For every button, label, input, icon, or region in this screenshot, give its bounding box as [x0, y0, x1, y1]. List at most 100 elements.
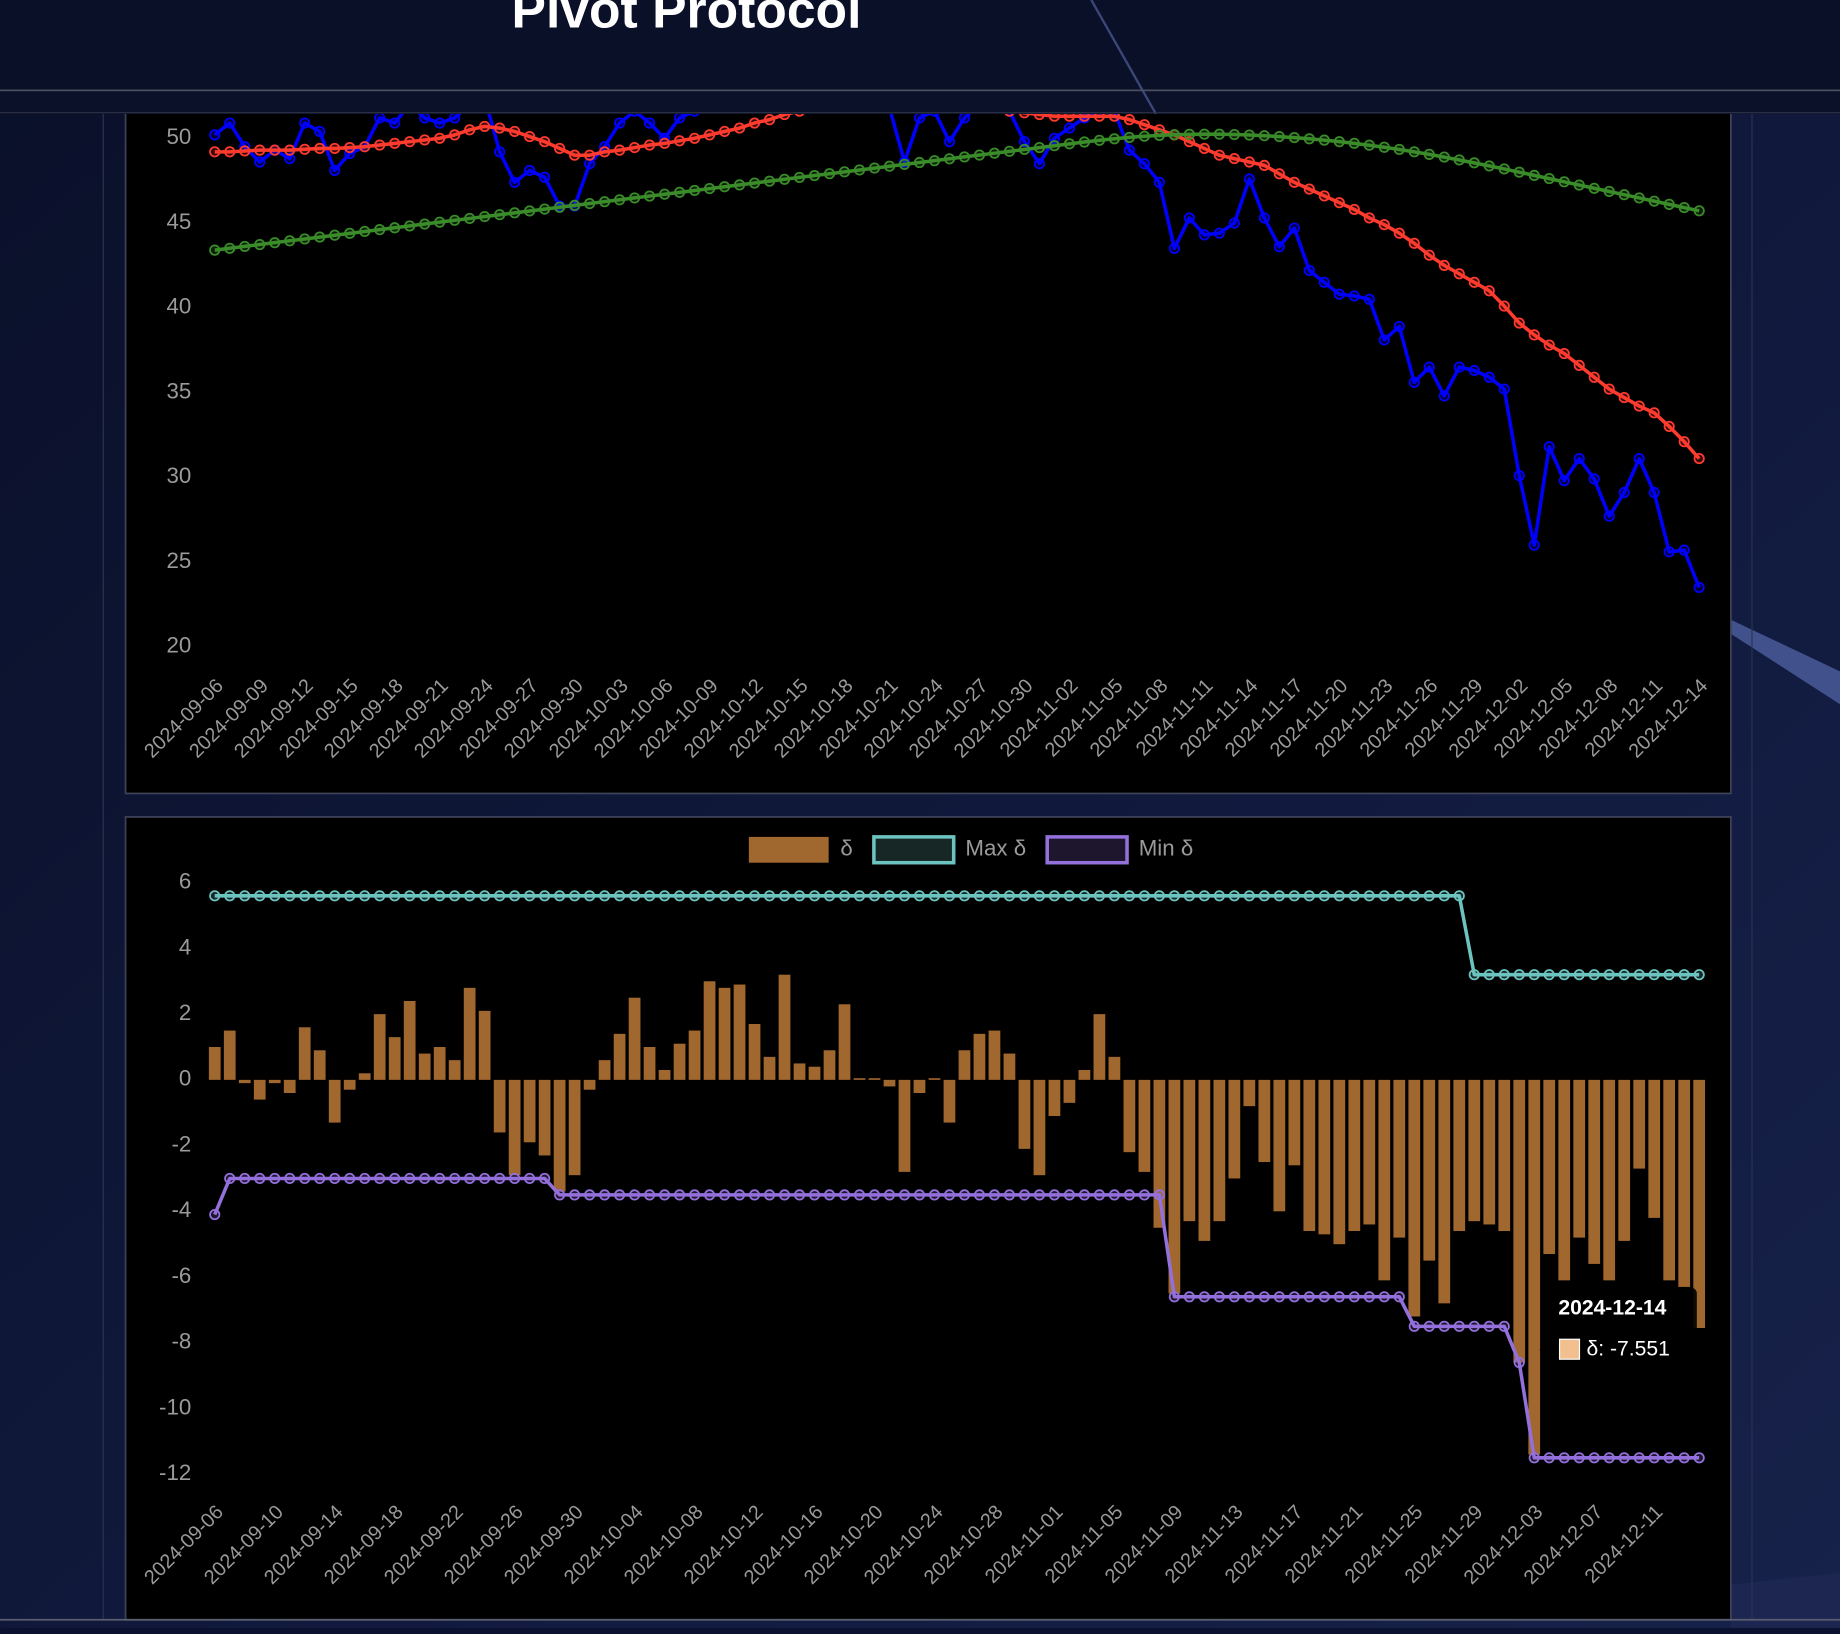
bar	[1423, 1079, 1436, 1261]
tooltip-label: δ: -7.551	[1587, 1337, 1670, 1360]
point	[464, 890, 476, 902]
point	[389, 117, 401, 129]
point	[1033, 1189, 1046, 1201]
point	[269, 1172, 281, 1185]
point	[1393, 143, 1405, 156]
point	[703, 1189, 716, 1201]
point	[1033, 158, 1046, 170]
point	[209, 1209, 221, 1221]
point	[1003, 890, 1016, 902]
y-tick-label: 0	[179, 1066, 191, 1091]
point	[1648, 1452, 1660, 1464]
point	[778, 113, 791, 121]
bar	[1033, 1079, 1046, 1176]
point	[1243, 129, 1255, 141]
point	[973, 149, 986, 161]
point	[359, 1172, 371, 1185]
point	[1648, 969, 1660, 981]
tooltip-swatch	[1558, 1338, 1581, 1360]
point	[1498, 969, 1510, 981]
point	[479, 890, 491, 902]
point	[1378, 141, 1390, 153]
point	[733, 179, 746, 191]
point	[1663, 198, 1675, 210]
point	[763, 114, 776, 126]
point	[973, 1189, 986, 1201]
point	[449, 890, 461, 902]
bar	[1438, 1079, 1451, 1304]
point	[1648, 407, 1660, 419]
point	[1243, 890, 1255, 902]
point	[808, 890, 821, 902]
bar	[583, 1079, 596, 1090]
point	[464, 1172, 476, 1185]
point	[1153, 890, 1165, 902]
point	[479, 1172, 491, 1185]
point	[1033, 113, 1046, 121]
point	[659, 890, 671, 902]
point	[1588, 182, 1600, 194]
point	[1198, 142, 1210, 155]
line	[213, 1176, 1700, 1460]
bar	[1108, 1056, 1121, 1080]
point	[1378, 219, 1390, 231]
y-tick-label: 2	[179, 1000, 191, 1025]
point	[718, 1189, 731, 1201]
point	[614, 117, 626, 129]
point	[1108, 1189, 1120, 1201]
point	[1573, 179, 1585, 191]
y-tick-label: 35	[166, 378, 191, 403]
point	[644, 890, 656, 902]
point	[269, 890, 281, 902]
point	[599, 196, 611, 208]
point	[449, 113, 461, 124]
point	[554, 1189, 566, 1201]
point	[1153, 129, 1165, 141]
point	[1408, 146, 1420, 158]
point	[389, 890, 401, 902]
point	[1498, 383, 1510, 395]
point	[1468, 364, 1480, 377]
point	[1168, 1291, 1180, 1303]
point	[209, 244, 221, 256]
point	[793, 171, 806, 183]
bar	[1588, 1079, 1601, 1264]
point	[1348, 203, 1360, 216]
point	[494, 890, 506, 902]
bar	[1318, 1079, 1331, 1235]
point	[1483, 371, 1495, 383]
bar	[433, 1046, 446, 1080]
point	[1588, 1452, 1600, 1464]
bar	[523, 1079, 536, 1143]
point	[539, 136, 551, 148]
bar	[1168, 1079, 1181, 1294]
point	[374, 139, 386, 151]
point	[1453, 268, 1465, 280]
point	[1468, 969, 1480, 981]
point	[284, 153, 296, 165]
point	[1198, 1291, 1210, 1303]
bar	[1378, 1079, 1391, 1281]
point	[494, 146, 506, 158]
point	[539, 1172, 551, 1185]
point	[239, 1172, 251, 1185]
point	[1558, 475, 1570, 487]
point	[524, 205, 536, 217]
point	[1333, 136, 1345, 148]
bar	[793, 1063, 806, 1080]
bar	[1348, 1079, 1361, 1232]
point	[224, 1172, 236, 1185]
point	[539, 890, 551, 902]
bar	[1678, 1079, 1691, 1287]
point	[943, 136, 956, 148]
bar	[1258, 1079, 1271, 1163]
point	[374, 1172, 386, 1185]
point	[988, 147, 1001, 159]
point	[808, 169, 821, 182]
point	[1273, 890, 1285, 902]
point	[1138, 1189, 1150, 1201]
point	[1273, 168, 1285, 180]
point	[539, 171, 551, 183]
bar	[1153, 1079, 1166, 1228]
y-tick-label: 40	[166, 294, 191, 319]
